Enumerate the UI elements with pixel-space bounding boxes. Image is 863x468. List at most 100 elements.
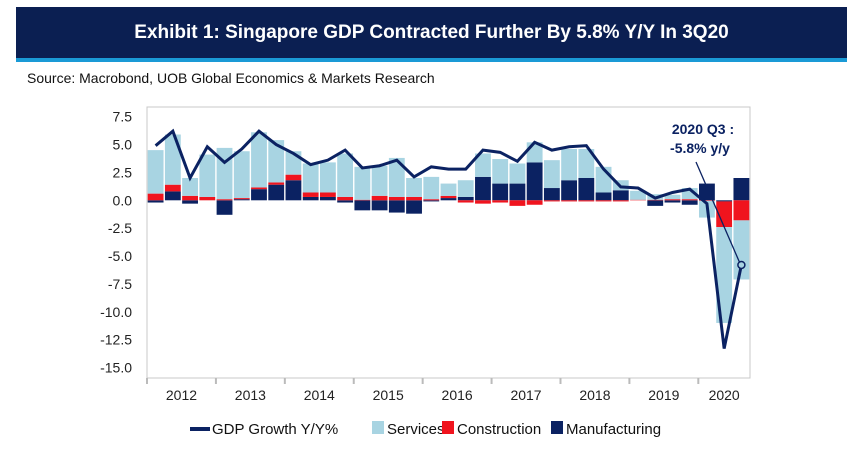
bar-construction (199, 196, 216, 201)
bar-construction (285, 174, 302, 181)
bar-manufacturing (251, 189, 267, 201)
bar-construction (268, 182, 285, 185)
bar-services (423, 176, 440, 200)
x-tick-label: 2020 (709, 387, 740, 403)
bar-manufacturing (164, 191, 181, 201)
bar-construction (543, 200, 560, 202)
bar-manufacturing (716, 200, 733, 202)
bar-manufacturing (147, 200, 164, 203)
bar-manufacturing (475, 176, 491, 201)
bar-manufacturing (354, 200, 371, 211)
bar-services (457, 180, 474, 197)
legend-label: GDP Growth Y/Y% (212, 421, 338, 438)
bar-construction (647, 199, 664, 201)
bar-manufacturing (268, 184, 285, 201)
bar-construction (440, 195, 457, 199)
x-tick-label: 2016 (442, 387, 473, 403)
bar-manufacturing (457, 196, 474, 201)
y-tick-label: -5.0 (108, 248, 132, 264)
bar-manufacturing (406, 200, 422, 214)
legend-label: Manufacturing (566, 421, 661, 438)
y-tick-label: -2.5 (108, 220, 132, 236)
bar-construction (578, 200, 595, 202)
bar-services (199, 154, 216, 197)
bar-services (406, 178, 422, 197)
legend-swatch (551, 421, 563, 434)
x-tick-label: 2018 (579, 387, 610, 403)
annotation-text: 2020 Q3 : (672, 121, 734, 137)
y-tick-label: 2.5 (113, 164, 133, 180)
bar-construction (251, 187, 267, 190)
bar-construction (164, 184, 181, 192)
bar-services (509, 163, 526, 184)
legend: GDP Growth Y/Y% Services Construction Manuf… (190, 421, 661, 438)
x-tick-label: 2017 (510, 387, 541, 403)
bar-services (182, 178, 198, 196)
bar-construction (595, 200, 612, 202)
bar-manufacturing (423, 200, 440, 202)
bar-services (354, 166, 371, 200)
bar-services (578, 149, 595, 178)
bar-manufacturing (647, 200, 664, 206)
bar-construction (233, 198, 250, 200)
x-tick-label: 2019 (648, 387, 679, 403)
bar-services (268, 140, 285, 183)
bar-services (716, 227, 733, 323)
bar-manufacturing (578, 178, 595, 201)
bar-construction (664, 199, 681, 201)
chart-title: Exhibit 1: Singapore GDP Contracted Furt… (134, 21, 729, 43)
bar-construction (302, 192, 319, 197)
bar-manufacturing (319, 196, 336, 201)
bar-manufacturing (543, 188, 560, 201)
bar-construction (216, 199, 233, 201)
y-tick-label: -7.5 (108, 276, 132, 292)
bar-manufacturing (371, 200, 388, 211)
bar-services (319, 162, 336, 193)
bar-manufacturing (612, 190, 629, 201)
bar-services (681, 188, 698, 200)
bar-construction (509, 200, 526, 206)
bar-manufacturing (681, 200, 698, 205)
bar-manufacturing (182, 200, 198, 204)
bar-construction (612, 200, 629, 202)
bar-manufacturing (492, 183, 509, 201)
legend-label: Construction (457, 421, 541, 438)
bar-services (371, 165, 388, 196)
bar-construction (319, 192, 336, 197)
bar-construction (630, 199, 646, 201)
source-note: Source: Macrobond, UOB Global Economics … (27, 70, 435, 86)
bar-services (630, 190, 646, 200)
bar-construction (182, 195, 198, 201)
bar-construction (388, 196, 405, 201)
bar-construction (475, 200, 491, 204)
bar-construction (423, 199, 440, 201)
bar-construction (681, 199, 698, 201)
bar-manufacturing (337, 200, 354, 203)
bar-construction (371, 195, 388, 201)
legend-swatch (372, 421, 384, 434)
bar-construction (699, 200, 715, 201)
bar-services (164, 134, 181, 185)
bar-manufacturing (440, 198, 457, 201)
legend-swatch-line (190, 427, 210, 431)
bar-manufacturing (302, 196, 319, 201)
x-tick-label: 2014 (304, 387, 335, 403)
bar-construction (561, 200, 578, 202)
bar-construction (526, 200, 543, 205)
bar-services (251, 132, 267, 188)
bar-manufacturing (526, 162, 543, 201)
bar-construction (457, 200, 474, 203)
bar-services (302, 163, 319, 193)
y-tick-label: 7.5 (113, 109, 133, 125)
bar-construction (406, 196, 422, 201)
bar-construction (716, 201, 733, 228)
bar-manufacturing (664, 200, 681, 203)
bar-services (233, 151, 250, 199)
bar-services (664, 194, 681, 200)
bar-manufacturing (388, 200, 405, 213)
bar-construction (733, 200, 750, 221)
bar-manufacturing (561, 180, 578, 201)
plot-frame (146, 106, 751, 379)
legend-label: Services (387, 421, 445, 438)
